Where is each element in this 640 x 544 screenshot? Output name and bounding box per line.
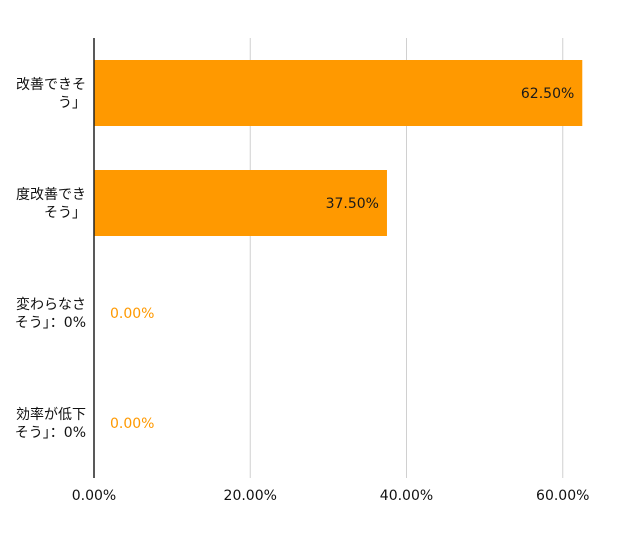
category-label-1-line-0: 度改善でき	[16, 187, 86, 203]
bar-1	[94, 170, 387, 236]
data-label-0: 62.50%	[521, 86, 574, 102]
x-tick-label-3: 60.00%	[536, 488, 589, 504]
data-label-3: 0.00%	[110, 416, 154, 432]
data-label-2: 0.00%	[110, 306, 154, 322]
category-label-0-line-1: う」	[58, 95, 86, 111]
bar-0	[94, 60, 583, 126]
category-label-3-line-1: そう」：0%	[15, 425, 86, 441]
x-tick-label-2: 40.00%	[380, 488, 433, 504]
x-tick-label-0: 0.00%	[72, 488, 116, 504]
data-label-1: 37.50%	[326, 196, 379, 212]
category-label-2-line-0: 変わらなさ	[16, 296, 86, 313]
labels: 62.50% 37.50% 0.00% 0.00% 0.00% 20.00% 40.00% 6…	[15, 77, 590, 504]
category-label-1-line-1: そう」	[44, 205, 86, 221]
category-label-0-line-0: 改善できそ	[16, 77, 86, 93]
category-label-2-line-1: そう」：0%	[15, 315, 86, 331]
x-tick-label-1: 20.00%	[224, 488, 277, 504]
category-label-3-line-0: 効率が低下	[16, 406, 86, 423]
bars	[94, 60, 583, 236]
